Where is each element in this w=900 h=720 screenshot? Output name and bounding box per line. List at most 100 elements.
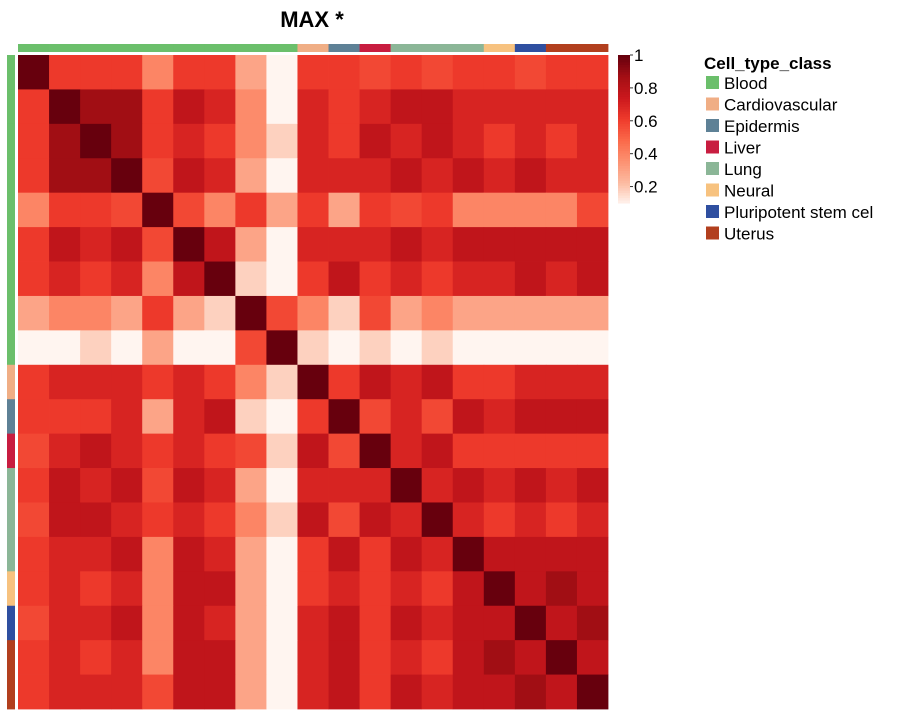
heatmap-cell-r4-c3 — [111, 192, 143, 228]
heatmap-cell-r6-c17 — [545, 261, 578, 297]
heatmap-cell-r1-c13 — [421, 89, 454, 125]
row-annotation-13 — [7, 502, 15, 538]
heatmap-cell-r12-c2 — [80, 468, 112, 503]
heatmap-cell-r18-c9 — [297, 674, 329, 710]
heatmap-cell-r8-c0 — [18, 330, 50, 366]
heatmap-cell-r12-c17 — [545, 468, 578, 503]
heatmap-cell-r3-c14 — [452, 158, 485, 194]
color-scale-segment-2 — [618, 59, 630, 63]
heatmap-cell-r12-c1 — [49, 468, 81, 503]
heatmap-cell-r5-c12 — [390, 227, 423, 262]
heatmap-cell-r5-c7 — [235, 227, 267, 262]
heatmap-cell-r12-c16 — [514, 468, 547, 503]
heatmap-cell-r7-c1 — [49, 295, 81, 331]
heatmap-cell-r3-c1 — [49, 158, 81, 194]
color-scale-segment-24 — [618, 114, 630, 118]
heatmap-cell-r7-c0 — [18, 295, 50, 331]
heatmap-cell-r1-c1 — [49, 89, 81, 125]
heatmap-cell-r8-c6 — [204, 330, 236, 366]
heatmap-cell-r13-c11 — [359, 502, 392, 538]
heatmap-cell-r12-c12 — [390, 468, 423, 503]
heatmap-cell-r4-c10 — [328, 192, 360, 228]
row-annotation-16 — [7, 605, 15, 641]
heatmap-cell-r8-c11 — [359, 330, 392, 366]
color-scale-segment-30 — [618, 129, 630, 132]
color-scale-segment-58 — [618, 198, 630, 202]
heatmap-cell-r1-c10 — [328, 89, 360, 125]
heatmap-cell-r15-c18 — [576, 571, 609, 607]
cell-type-class-legend: Cell_type_class Blood Cardiovascular Epide… — [704, 54, 873, 244]
legend-swatch-2 — [706, 119, 719, 132]
heatmap-cell-r4-c14 — [452, 192, 485, 228]
heatmap-cell-r14-c8 — [266, 536, 298, 572]
heatmap-cell-r2-c4 — [142, 123, 174, 159]
heatmap-cell-r13-c8 — [266, 502, 298, 538]
color-scale-segment-27 — [618, 121, 630, 125]
heatmap-cell-r10-c16 — [514, 399, 547, 435]
legend-swatch-5 — [706, 183, 719, 197]
row-annotation-7 — [7, 295, 15, 331]
color-scale-segment-15 — [618, 92, 630, 95]
heatmap-cell-r13-c7 — [235, 502, 267, 538]
heatmap-cells — [18, 55, 609, 710]
heatmap-cell-r4-c5 — [173, 192, 205, 228]
heatmap-cell-r7-c12 — [390, 295, 423, 331]
heatmap-cell-r14-c18 — [576, 536, 609, 572]
heatmap-cell-r10-c9 — [297, 399, 329, 435]
row-annotation-18 — [7, 674, 15, 710]
column-annotation-16 — [514, 44, 547, 52]
column-annotation-1 — [49, 44, 81, 52]
legend-swatch-0 — [706, 76, 719, 89]
heatmap-cell-r0-c15 — [483, 55, 516, 90]
color-scale-segment-21 — [618, 106, 630, 110]
heatmap-cell-r3-c16 — [514, 158, 547, 194]
heatmap-cell-r7-c8 — [266, 295, 298, 331]
color-scale-segment-42 — [618, 158, 630, 162]
color-scale-segment-23 — [618, 111, 630, 115]
heatmap-cell-r11-c6 — [204, 433, 236, 469]
color-scale-segment-11 — [618, 82, 630, 86]
heatmap-cell-r14-c3 — [111, 536, 143, 572]
heatmap-cell-r9-c1 — [49, 364, 81, 400]
heatmap-cell-r16-c0 — [18, 605, 50, 641]
heatmap-cell-r17-c16 — [514, 640, 547, 675]
heatmap-cell-r0-c16 — [514, 55, 547, 90]
color-scale-segment-4 — [618, 64, 630, 68]
heatmap-cell-r10-c6 — [204, 399, 236, 435]
column-annotation-14 — [452, 44, 485, 52]
heatmap-cell-r7-c13 — [421, 295, 454, 331]
heatmap-cell-r4-c8 — [266, 192, 298, 228]
row-annotation-3 — [7, 158, 15, 194]
heatmap-cell-r15-c3 — [111, 571, 143, 607]
heatmap-cell-r1-c7 — [235, 89, 267, 125]
heatmap-cell-r9-c14 — [452, 364, 485, 400]
heatmap-cell-r6-c7 — [235, 261, 267, 297]
heatmap-cell-r10-c15 — [483, 399, 516, 435]
heatmap-cell-r14-c10 — [328, 536, 360, 572]
heatmap-cell-r17-c3 — [111, 640, 143, 675]
heatmap-cell-r17-c18 — [576, 640, 609, 675]
color-scale-tick-label-2: 0.6 — [634, 112, 658, 131]
heatmap-cell-r0-c1 — [49, 55, 81, 90]
heatmap-cell-r6-c0 — [18, 261, 50, 297]
color-scale-segment-16 — [618, 94, 630, 98]
color-scale-segment-13 — [618, 87, 630, 91]
heatmap-cell-r3-c3 — [111, 158, 143, 194]
heatmap-cell-r8-c12 — [390, 330, 423, 366]
heatmap-cell-r8-c2 — [80, 330, 112, 366]
heatmap-cell-r12-c6 — [204, 468, 236, 503]
color-scale-segment-45 — [618, 166, 630, 169]
heatmap-cell-r18-c8 — [266, 674, 298, 710]
heatmap-cell-r4-c1 — [49, 192, 81, 228]
legend-label-3: Liver — [724, 139, 761, 158]
color-scale-segment-35 — [618, 141, 630, 145]
heatmap-cell-r12-c13 — [421, 468, 454, 503]
heatmap-cell-r2-c13 — [421, 123, 454, 159]
color-scale-segment-56 — [618, 193, 630, 197]
heatmap-cell-r13-c6 — [204, 502, 236, 538]
heatmap-cell-r7-c11 — [359, 295, 392, 331]
heatmap-cell-r5-c5 — [173, 227, 205, 262]
heatmap-cell-r5-c8 — [266, 227, 298, 262]
row-annotation-10 — [7, 399, 15, 435]
heatmap-cell-r16-c5 — [173, 605, 205, 641]
